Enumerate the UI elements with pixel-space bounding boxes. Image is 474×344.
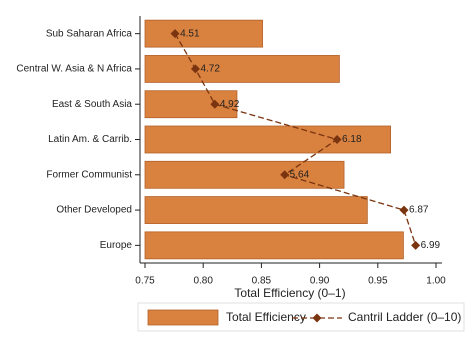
marker (332, 135, 342, 144)
x-tick-label: 0.75 (135, 276, 155, 287)
data-label: 4.92 (220, 99, 240, 110)
y-tick-label: Europe (100, 240, 133, 251)
data-label: 4.51 (180, 28, 200, 39)
x-tick-label: 0.85 (252, 276, 272, 287)
y-tick-label: Former Communist (46, 169, 132, 180)
data-label: 4.72 (200, 64, 220, 75)
legend-frame (137, 302, 465, 332)
data-label: 6.87 (409, 205, 429, 216)
x-tick-label: 0.80 (193, 276, 213, 287)
marker (190, 64, 200, 74)
legend-swatch (147, 309, 219, 326)
bar (144, 19, 263, 48)
bar (144, 196, 368, 224)
x-tick-label: 0.95 (368, 276, 388, 287)
y-tick-label: Sub Saharan Africa (46, 28, 133, 39)
data-label: 6.18 (342, 134, 362, 145)
marker (170, 29, 180, 39)
bar (144, 160, 345, 189)
x-tick-label: 1.00 (426, 276, 446, 287)
legend-text: Cantril Ladder (0–10) (348, 310, 461, 324)
marker (399, 205, 409, 215)
marker (411, 240, 421, 250)
x-axis-title: Total Efficiency (0–1) (234, 286, 345, 300)
legend-marker (312, 313, 322, 323)
y-tick-label: Latin Am. & Carrib. (48, 134, 132, 145)
marker (210, 99, 220, 109)
y-tick-label: East & South Asia (52, 99, 132, 110)
x-tick-label: 0.90 (310, 276, 330, 287)
bar (144, 90, 238, 119)
bar (144, 231, 404, 260)
data-label: 5.64 (290, 169, 310, 180)
bar (144, 55, 340, 83)
y-tick-label: Central W. Asia & N Africa (16, 64, 132, 75)
y-tick-label: Other Developed (56, 205, 132, 216)
data-label: 6.99 (421, 240, 441, 251)
bar (144, 125, 392, 154)
legend-text: Total Efficiency (226, 310, 306, 324)
marker (280, 170, 290, 180)
